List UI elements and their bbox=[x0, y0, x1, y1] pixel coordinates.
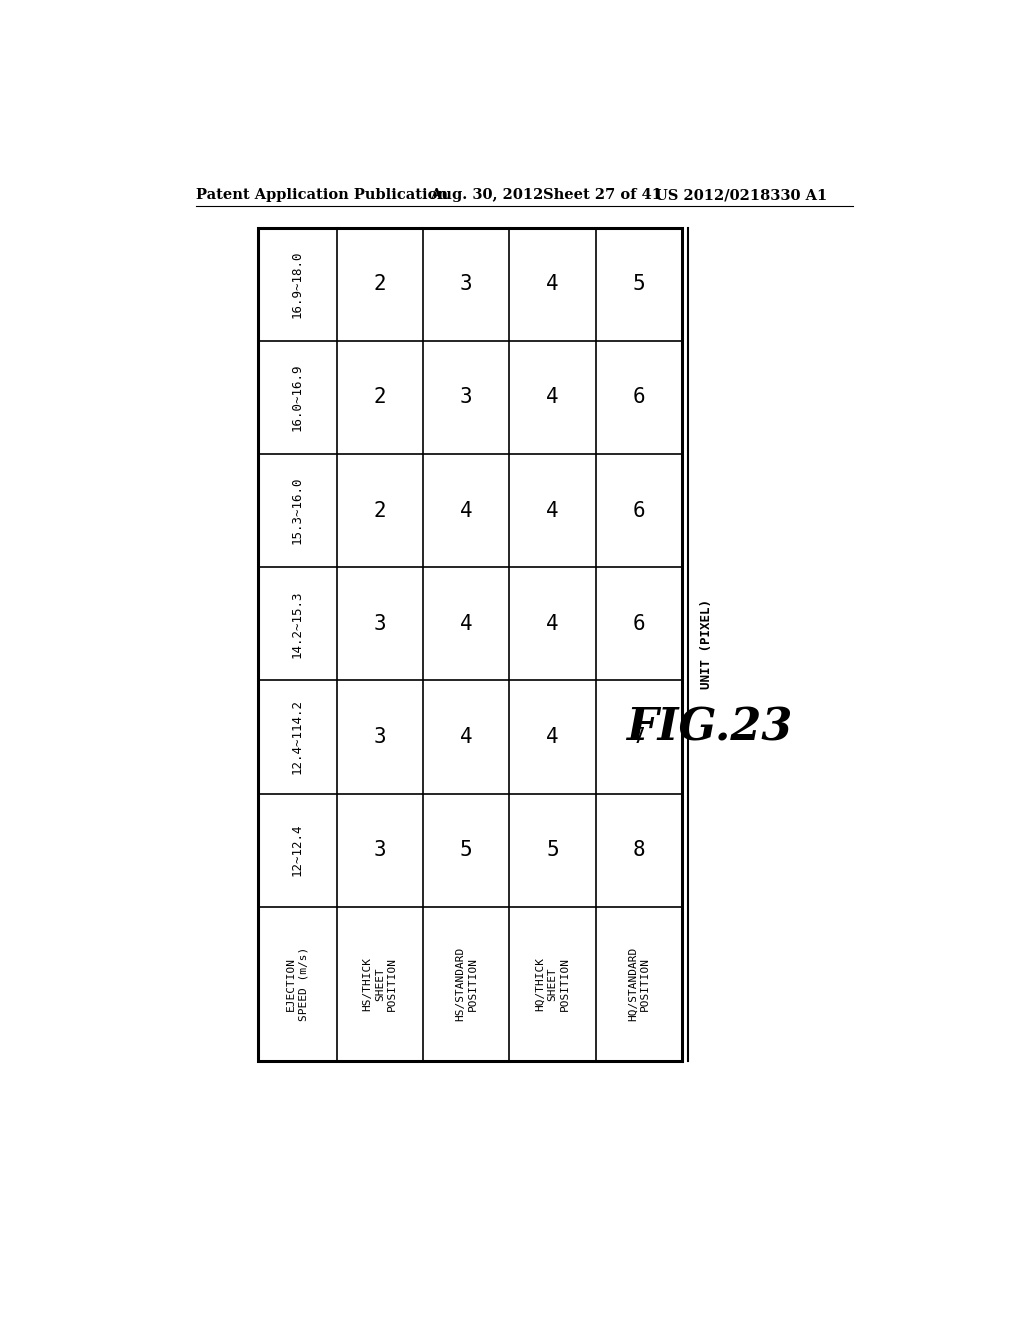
Text: 16.0~16.9: 16.0~16.9 bbox=[291, 364, 304, 432]
Text: US 2012/0218330 A1: US 2012/0218330 A1 bbox=[655, 189, 827, 202]
Text: FIG.23: FIG.23 bbox=[626, 706, 793, 750]
Text: 15.3~16.0: 15.3~16.0 bbox=[291, 477, 304, 544]
Text: 6: 6 bbox=[633, 500, 645, 520]
Text: 2: 2 bbox=[374, 500, 386, 520]
Text: 4: 4 bbox=[546, 614, 559, 634]
Text: 12.4~114.2: 12.4~114.2 bbox=[291, 700, 304, 775]
Text: UNIT (PIXEL): UNIT (PIXEL) bbox=[700, 599, 714, 689]
Text: Patent Application Publication: Patent Application Publication bbox=[197, 189, 449, 202]
Text: Sheet 27 of 41: Sheet 27 of 41 bbox=[543, 189, 662, 202]
Text: 16.9~18.0: 16.9~18.0 bbox=[291, 251, 304, 318]
Text: 4: 4 bbox=[546, 500, 559, 520]
Text: 4: 4 bbox=[546, 388, 559, 408]
Text: 3: 3 bbox=[460, 275, 472, 294]
Text: 3: 3 bbox=[460, 388, 472, 408]
Text: EJECTION
SPEED (m/s): EJECTION SPEED (m/s) bbox=[287, 946, 308, 1020]
Text: 4: 4 bbox=[460, 500, 472, 520]
Text: HS/STANDARD
POSITION: HS/STANDARD POSITION bbox=[455, 946, 477, 1020]
Text: HQ/THICK
SHEET
POSITION: HQ/THICK SHEET POSITION bbox=[536, 957, 570, 1011]
Text: 2: 2 bbox=[374, 388, 386, 408]
Text: 3: 3 bbox=[374, 840, 386, 861]
Text: 8: 8 bbox=[633, 840, 645, 861]
Text: 3: 3 bbox=[374, 727, 386, 747]
Text: 4: 4 bbox=[546, 275, 559, 294]
Text: 14.2~15.3: 14.2~15.3 bbox=[291, 590, 304, 657]
Text: 4: 4 bbox=[460, 614, 472, 634]
Text: 12~12.4: 12~12.4 bbox=[291, 824, 304, 876]
Text: 2: 2 bbox=[374, 275, 386, 294]
Text: HQ/STANDARD
POSITION: HQ/STANDARD POSITION bbox=[628, 946, 650, 1020]
Bar bbox=[258, 228, 682, 1061]
Text: 4: 4 bbox=[460, 727, 472, 747]
Text: 5: 5 bbox=[633, 275, 645, 294]
Text: 5: 5 bbox=[546, 840, 559, 861]
Text: HS/THICK
SHEET
POSITION: HS/THICK SHEET POSITION bbox=[362, 957, 397, 1011]
Text: 6: 6 bbox=[633, 614, 645, 634]
Text: 4: 4 bbox=[546, 727, 559, 747]
Text: 6: 6 bbox=[633, 388, 645, 408]
Text: 7: 7 bbox=[633, 727, 645, 747]
Text: 5: 5 bbox=[460, 840, 472, 861]
Text: 3: 3 bbox=[374, 614, 386, 634]
Text: Aug. 30, 2012: Aug. 30, 2012 bbox=[430, 189, 544, 202]
